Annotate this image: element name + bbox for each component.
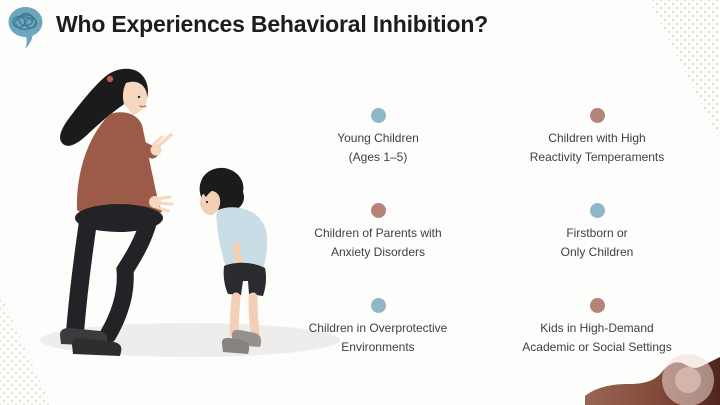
list-item: Children with High Reactivity Temperamen… (487, 108, 707, 167)
corner-blob-decoration (585, 354, 720, 405)
adult-figure (60, 68, 174, 356)
list-item-label: Firstborn or Only Children (560, 226, 634, 259)
bullet-dot (589, 298, 605, 313)
bullet-dot (370, 203, 386, 218)
child-figure (199, 167, 268, 354)
bullet-dot (370, 108, 386, 123)
list-item-label: Children of Parents with Anxiety Disorde… (314, 226, 442, 259)
list-item-label: Children with High Reactivity Temperamen… (529, 131, 665, 164)
scolding-illustration (40, 68, 340, 357)
list-item: Firstborn or Only Children (487, 203, 707, 262)
page-title: Who Experiences Behavioral Inhibition? (56, 11, 489, 37)
scribble-speech-bubble-icon (8, 7, 43, 49)
bullet-dot (589, 203, 605, 218)
list-item: Children in Overprotective Environments (268, 298, 488, 357)
list-item: Young Children (Ages 1–5) (268, 108, 488, 167)
list-item: Kids in High-Demand Academic or Social S… (487, 298, 707, 357)
list-item: Children of Parents with Anxiety Disorde… (268, 203, 488, 262)
bullet-dot (370, 298, 386, 313)
bullet-dot (589, 108, 605, 123)
list-item-label: Children in Overprotective Environments (308, 321, 448, 354)
list-item-label: Kids in High-Demand Academic or Social S… (522, 321, 672, 354)
list-item-label: Young Children (Ages 1–5) (337, 131, 419, 164)
